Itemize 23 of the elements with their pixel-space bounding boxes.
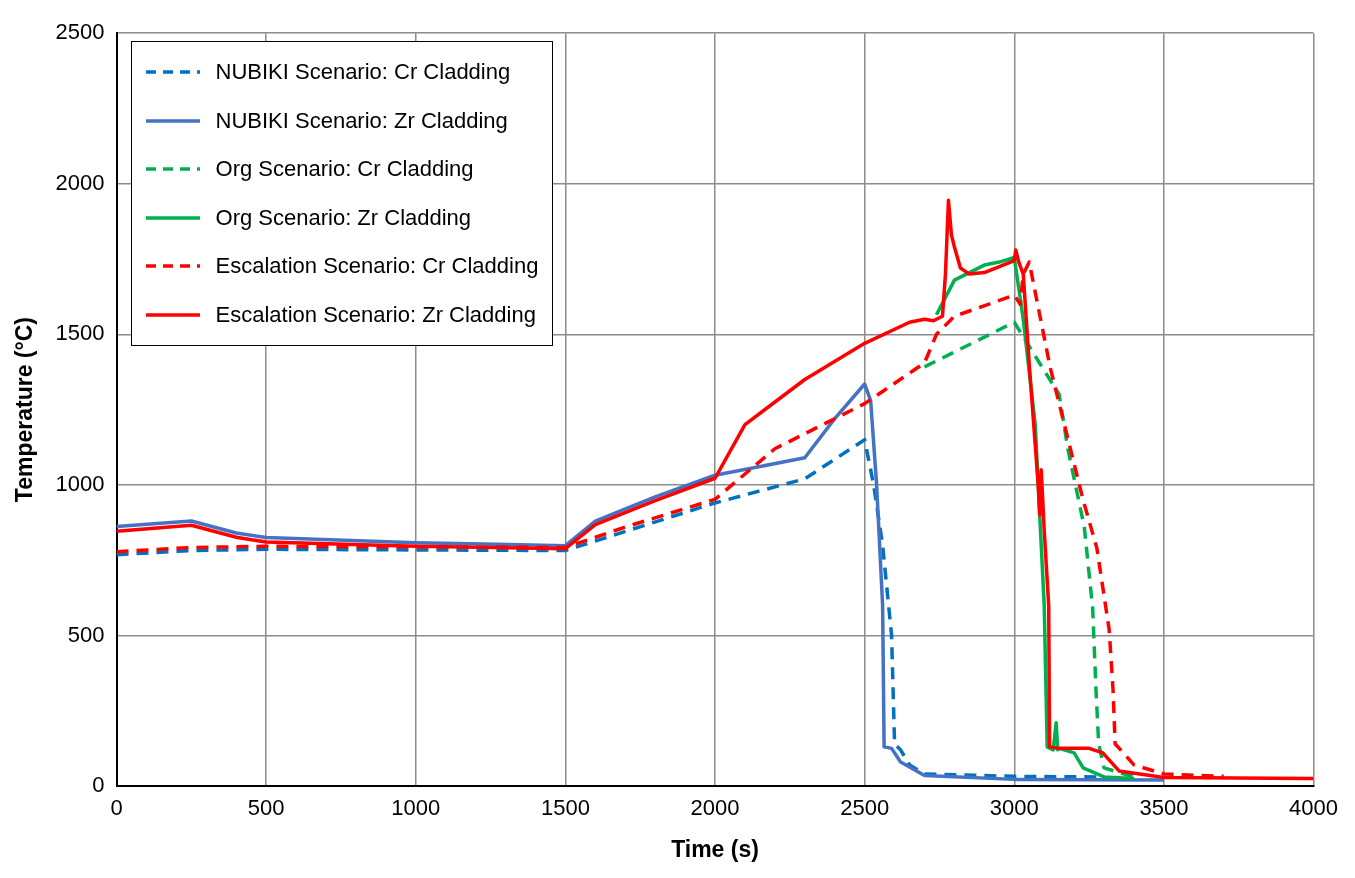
legend-label: NUBIKI Scenario: Zr Cladding [215, 106, 508, 135]
legend-label: Org Scenario: Cr Cladding [215, 155, 474, 184]
x-tick-label: 1500 [540, 795, 590, 821]
y-tick-label: 2000 [55, 169, 105, 195]
legend-label: Org Scenario: Zr Cladding [215, 203, 472, 232]
x-tick-label: 2500 [840, 795, 890, 821]
y-tick-label: 0 [92, 772, 105, 798]
x-axis-title: Time (s) [671, 835, 759, 862]
x-tick-label: 3000 [989, 795, 1039, 821]
x-tick-label: 500 [247, 795, 285, 821]
x-tick-label: 1000 [391, 795, 441, 821]
x-tick-label: 2000 [690, 795, 740, 821]
x-tick-label: 3500 [1139, 795, 1189, 821]
legend-label: NUBIKI Scenario: Cr Cladding [215, 58, 511, 87]
legend-label: Escalation Scenario: Zr Cladding [215, 300, 536, 329]
legend-label: Escalation Scenario: Cr Cladding [215, 252, 539, 281]
y-tick-label: 500 [67, 621, 105, 647]
y-tick-label: 2500 [55, 19, 105, 45]
y-tick-label: 1000 [55, 470, 105, 496]
y-tick-label: 1500 [55, 320, 105, 346]
x-tick-label: 4000 [1289, 795, 1339, 821]
y-axis-title: Temperature (°C) [11, 317, 38, 503]
x-tick-label: 0 [110, 795, 123, 821]
